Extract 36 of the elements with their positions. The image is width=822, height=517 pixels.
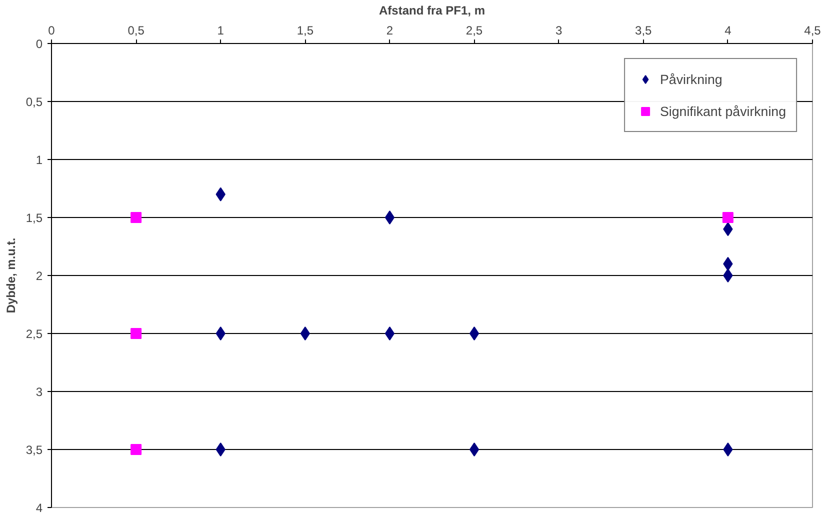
point (723, 442, 733, 456)
point (722, 212, 734, 223)
point (469, 326, 480, 340)
x-tick-label: 3 (555, 24, 562, 38)
point (216, 442, 226, 456)
y-tick-label: 0 (36, 37, 43, 51)
y-tick-label: 3 (36, 385, 43, 399)
point (723, 268, 733, 282)
x-tick-label: 2,5 (466, 24, 483, 38)
point (384, 210, 395, 224)
y-tick-label: 2 (36, 269, 43, 283)
x-tick-label: 2 (386, 24, 394, 38)
x-tick-label: 1,5 (296, 24, 314, 38)
legend-label: Påvirkning (660, 72, 722, 86)
point (130, 328, 142, 339)
x-tick-label: 4,5 (804, 24, 822, 38)
point (384, 326, 395, 340)
y-tick-label: 1 (36, 153, 43, 167)
y-tick-label: 1,5 (26, 211, 43, 225)
point (130, 444, 142, 455)
y-axis-title: Dybde, m.u.t. (4, 238, 18, 314)
y-tick-label: 2,5 (26, 327, 43, 341)
x-axis-title: Afstand fra PF1, m (378, 4, 486, 18)
x-tick-label: 4 (724, 24, 732, 38)
point (469, 442, 480, 456)
legend-label: Signifikant påvirkning (660, 104, 786, 118)
point (300, 326, 310, 340)
x-tick-label: 3,5 (635, 24, 652, 38)
y-tick-label: 0,5 (26, 95, 43, 109)
y-tick-label: 4 (36, 501, 43, 515)
x-tick-label: 0,5 (128, 24, 145, 38)
x-tick-label: 0 (48, 24, 56, 38)
x-tick-label: 1 (217, 24, 224, 38)
point (130, 212, 142, 223)
point (216, 326, 226, 340)
y-tick-label: 3,5 (26, 443, 43, 457)
